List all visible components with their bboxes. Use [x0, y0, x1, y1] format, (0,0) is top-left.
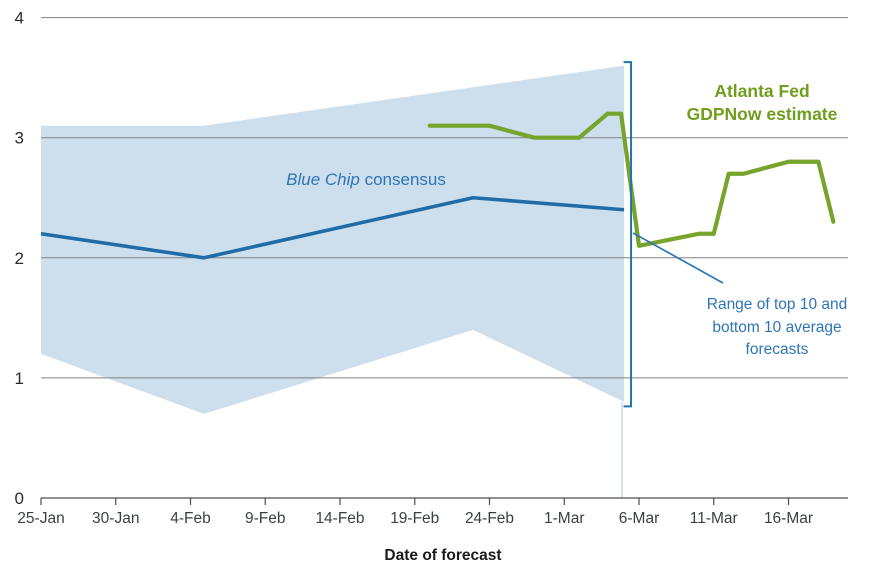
- range-leader-line: [632, 232, 724, 284]
- bluechip-consensus-line: [40, 195, 625, 260]
- gdpnow-series-label: Atlanta Fed GDPNow estimate: [686, 81, 838, 124]
- x-tick-label: 1-Mar: [544, 510, 584, 527]
- gridlines: [41, 17, 848, 379]
- x-tick-label: 9-Feb: [245, 510, 286, 527]
- x-tick-label: 25-Jan: [17, 510, 64, 527]
- x-tick-label: 4-Feb: [170, 510, 211, 527]
- bluechip-label-italic-part: Blue Chip: [286, 170, 360, 189]
- bluechip-label-rest-part: consensus: [359, 170, 446, 189]
- y-tick-label: 4: [15, 9, 24, 28]
- y-tick-label: 0: [15, 489, 24, 508]
- range-annotation-label: Range of top 10 and bottom 10 average fo…: [706, 296, 848, 358]
- x-tick-label: 16-Mar: [764, 510, 813, 527]
- x-tick-label: 11-Mar: [690, 510, 738, 527]
- bluechip-series-label: Blue Chip consensus: [256, 170, 476, 190]
- y-tick-label: 2: [15, 249, 24, 268]
- range-bracket: [623, 61, 633, 408]
- x-axis: 25-Jan 30-Jan 4-Feb 9-Feb 14-Feb 19-Feb 24-Feb…: [17, 497, 848, 527]
- x-tick-label: 19-Feb: [390, 510, 439, 527]
- y-tick-label: 1: [15, 369, 24, 388]
- gdpnow-line: [427, 111, 836, 248]
- x-tick-label: 6-Mar: [619, 510, 659, 527]
- x-axis-title: Date of forecast: [384, 547, 501, 564]
- forecast-range-band: [41, 65, 625, 414]
- x-tick-label: 14-Feb: [315, 510, 364, 527]
- y-tick-label: 3: [15, 129, 24, 148]
- x-tick-label: 30-Jan: [92, 510, 139, 527]
- y-axis: 0 1 2 3 4: [15, 9, 24, 508]
- x-tick-label: 24-Feb: [465, 510, 514, 527]
